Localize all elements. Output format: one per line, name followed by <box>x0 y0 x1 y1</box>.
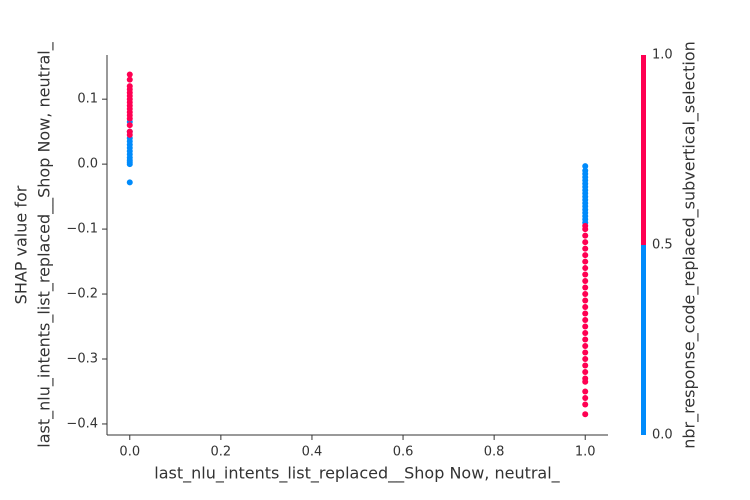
colorbar-label: nbr_response_code_replaced_subvertical_s… <box>680 41 700 449</box>
point <box>582 330 589 337</box>
point <box>582 258 589 265</box>
x-tick-label: 0.4 <box>302 445 323 460</box>
y-tick-label: −0.2 <box>66 287 98 302</box>
point <box>126 179 133 186</box>
point <box>126 128 133 135</box>
colorbar-tick-label: 1.0 <box>652 48 673 63</box>
x-tick-label: 0.0 <box>119 445 140 460</box>
point <box>582 232 589 239</box>
point <box>582 323 589 330</box>
point <box>582 278 589 285</box>
y-tick-label: −0.1 <box>66 222 98 237</box>
point <box>582 336 589 343</box>
point <box>582 362 589 369</box>
point <box>582 304 589 311</box>
point <box>582 394 589 401</box>
colorbar-tick-label: 0.0 <box>652 428 673 443</box>
y-axis-label: last_nlu_intents_list_replaced__Shop Now… <box>35 41 55 447</box>
point <box>582 388 589 395</box>
point <box>126 122 133 129</box>
point <box>126 76 133 83</box>
y-tick-label: 0.0 <box>77 157 98 172</box>
point <box>582 368 589 375</box>
point <box>582 252 589 259</box>
colorbar-segment <box>641 55 646 245</box>
point <box>582 317 589 324</box>
x-tick-label: 1.0 <box>575 445 596 460</box>
point <box>582 401 589 408</box>
point <box>582 310 589 317</box>
point <box>582 356 589 362</box>
point <box>582 245 589 252</box>
point <box>582 271 589 278</box>
point <box>126 71 133 78</box>
colorbar-segment <box>641 245 646 435</box>
point <box>582 239 589 246</box>
y-tick-label: −0.4 <box>66 416 98 431</box>
point <box>582 411 589 418</box>
point <box>582 265 589 272</box>
point <box>582 297 589 304</box>
point <box>582 349 589 356</box>
x-tick-label: 0.6 <box>393 445 414 460</box>
x-tick-label: 0.8 <box>484 445 505 460</box>
point <box>582 291 589 298</box>
y-tick-label: −0.3 <box>66 352 98 367</box>
point <box>126 83 133 90</box>
point <box>582 226 589 233</box>
y-tick-label: 0.1 <box>77 92 98 107</box>
point <box>582 163 589 170</box>
y-axis-label: SHAP value for <box>12 185 31 304</box>
point <box>582 343 589 350</box>
colorbar-tick-label: 0.5 <box>652 238 673 253</box>
x-axis-label: last_nlu_intents_list_replaced__Shop Now… <box>154 464 560 484</box>
point <box>582 284 589 291</box>
point <box>582 378 589 385</box>
x-tick-label: 0.2 <box>211 445 232 460</box>
